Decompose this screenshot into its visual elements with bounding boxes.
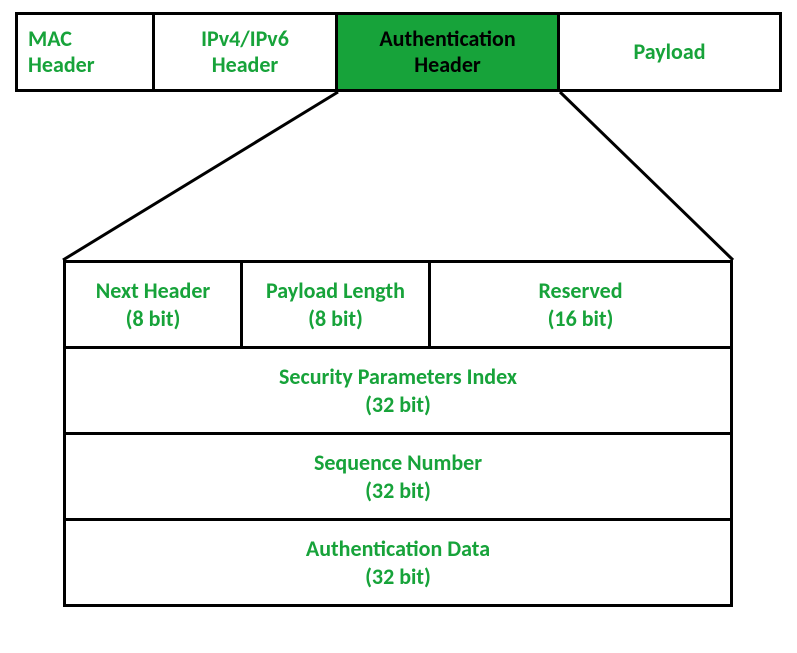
field-spi: Security Parameters Index (32 bit)	[66, 349, 730, 432]
packet-structure-row: MAC Header IPv4/IPv6 Header Authenticati…	[15, 12, 782, 92]
field-bits: (8 bit)	[126, 305, 181, 333]
field-label: Payload Length	[266, 277, 405, 305]
table-row: Authentication Data (32 bit)	[66, 521, 730, 607]
field-label: Security Parameters Index	[279, 363, 517, 391]
cell-line2: Header	[28, 52, 95, 78]
field-sequence-number: Sequence Number (32 bit)	[66, 435, 730, 518]
connector-right	[560, 92, 733, 260]
field-label: Sequence Number	[314, 449, 482, 477]
field-bits: (16 bit)	[548, 305, 614, 333]
packet-cell-mac-header: MAC Header	[15, 12, 155, 92]
cell-line1: MAC	[28, 26, 72, 52]
field-bits: (8 bit)	[308, 305, 363, 333]
table-row: Next Header (8 bit) Payload Length (8 bi…	[66, 263, 730, 349]
cell-line2: Header	[212, 52, 279, 78]
auth-header-detail-table: Next Header (8 bit) Payload Length (8 bi…	[63, 260, 733, 607]
field-label: Reserved	[538, 277, 622, 305]
field-payload-length: Payload Length (8 bit)	[240, 263, 428, 346]
cell-line2: Header	[414, 52, 481, 78]
field-reserved: Reserved (16 bit)	[428, 263, 730, 346]
table-row: Sequence Number (32 bit)	[66, 435, 730, 521]
cell-line1: Payload	[633, 39, 705, 65]
field-bits: (32 bit)	[365, 563, 431, 591]
packet-cell-auth-header: Authentication Header	[338, 12, 560, 92]
field-bits: (32 bit)	[365, 391, 431, 419]
connector-left	[63, 92, 338, 260]
packet-cell-payload: Payload	[560, 12, 782, 92]
field-bits: (32 bit)	[365, 477, 431, 505]
cell-line1: IPv4/IPv6	[201, 26, 289, 52]
cell-line1: Authentication	[379, 26, 515, 52]
field-next-header: Next Header (8 bit)	[66, 263, 240, 346]
field-auth-data: Authentication Data (32 bit)	[66, 521, 730, 604]
packet-cell-ip-header: IPv4/IPv6 Header	[155, 12, 338, 92]
field-label: Next Header	[96, 277, 210, 305]
field-label: Authentication Data	[306, 535, 490, 563]
table-row: Security Parameters Index (32 bit)	[66, 349, 730, 435]
